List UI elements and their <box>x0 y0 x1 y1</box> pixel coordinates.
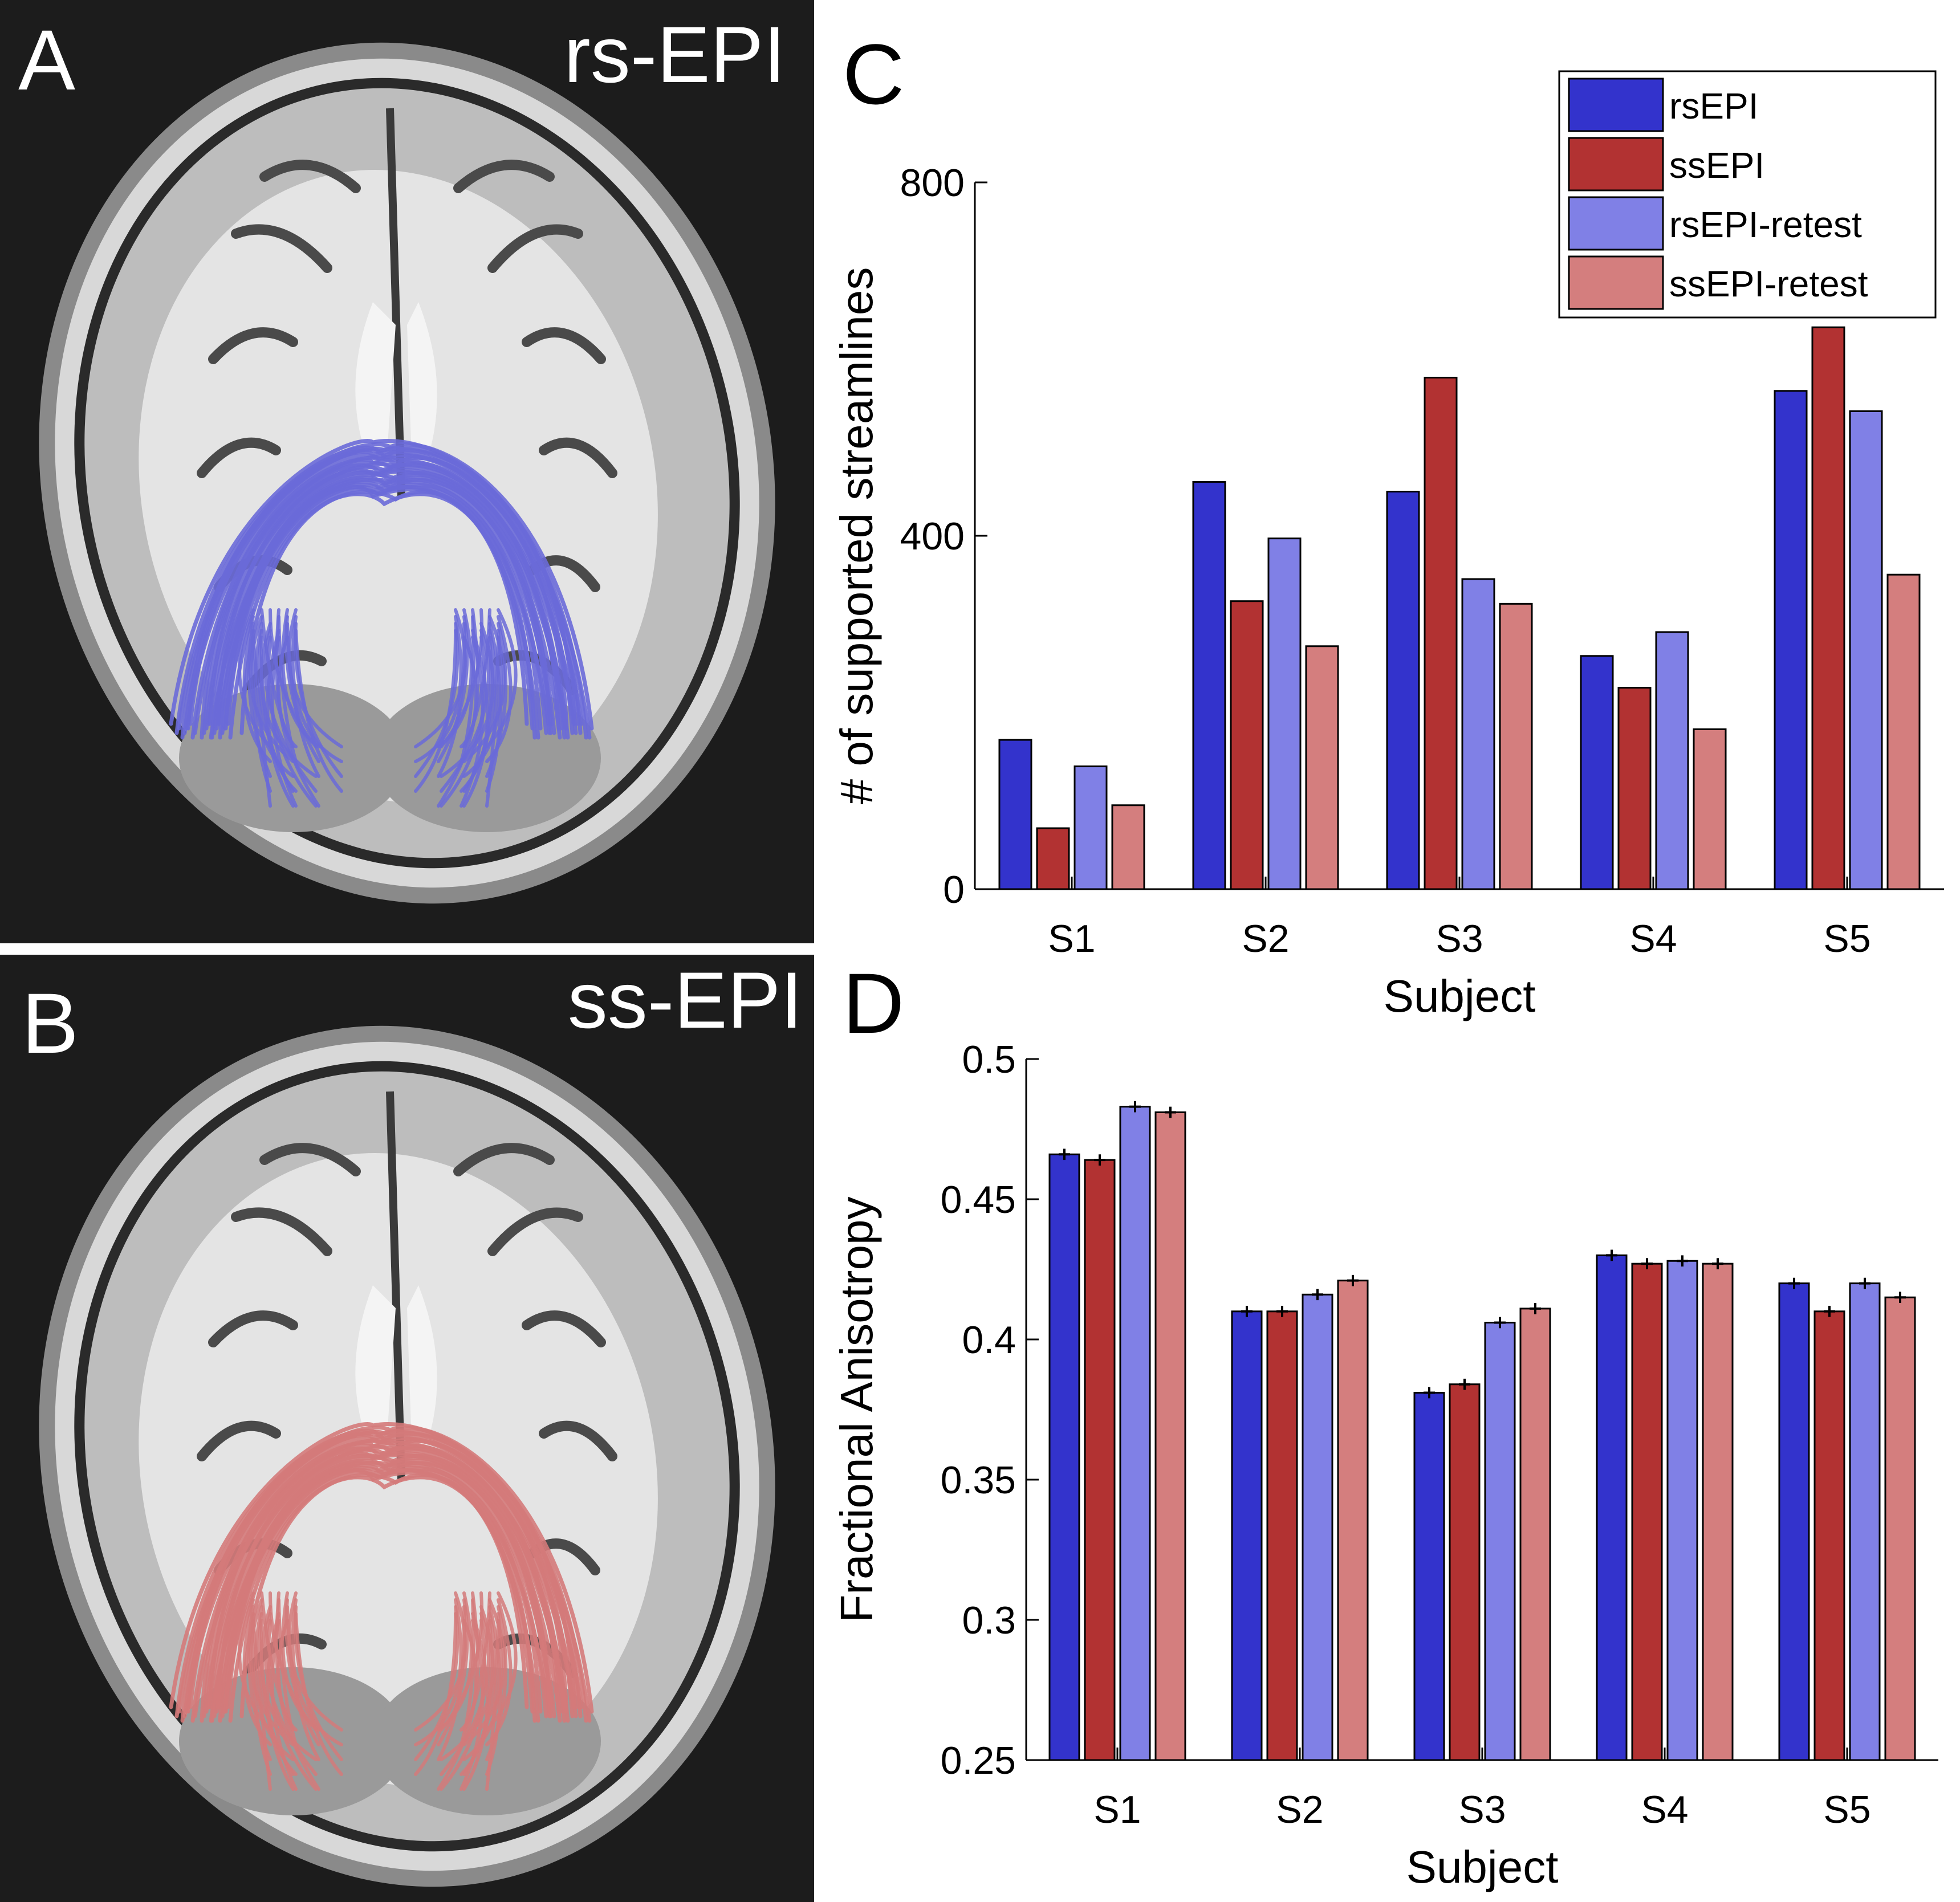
panel-b-letter: B <box>22 975 79 1071</box>
legend: rsEPI ssEPI rsEPI-retest ssEPI-retest <box>1558 70 1937 319</box>
bar-rsepi-s3 <box>1413 1391 1445 1761</box>
bar-rsepi-s4 <box>1596 1254 1628 1761</box>
x-tick-label: S1 <box>1093 1788 1141 1831</box>
legend-swatch-rsepi-retest <box>1568 196 1664 251</box>
bar-ssepi-s3 <box>1424 377 1458 890</box>
bar-ssepi-retest-s2 <box>1337 1280 1369 1761</box>
bar-ssepi-retest-s5 <box>1884 1296 1916 1761</box>
bar-rsepi-s5 <box>1778 1282 1810 1761</box>
bar-ssepi-s5 <box>1813 1310 1845 1761</box>
legend-label-ssepi-retest: ssEPI-retest <box>1669 263 1868 304</box>
x-tick-label: S2 <box>1276 1788 1323 1831</box>
bar-ssepi-s3 <box>1449 1383 1481 1761</box>
bar-ssepi-retest-s3 <box>1519 1308 1551 1761</box>
x-axis-label: Subject <box>1406 1842 1559 1892</box>
legend-label-ssepi: ssEPI <box>1669 145 1764 186</box>
bar-rsepi-s2 <box>1192 480 1226 890</box>
bar-rsepi-retest-s2 <box>1302 1293 1333 1761</box>
bar-ssepi-s1 <box>1084 1159 1116 1761</box>
x-tick-label: S2 <box>1242 917 1289 960</box>
streamlines-bar-chart: 0 400 800 S1 S2 S3 S4 S5 Subject # of supported s… <box>831 70 1944 1021</box>
x-tick-label: S3 <box>1458 1788 1506 1831</box>
bar-rsepi-retest-s5 <box>1849 1282 1881 1761</box>
brain-mri-illustration <box>39 42 775 904</box>
y-axis-label: Fractional Anisotropy <box>831 1196 882 1622</box>
x-tick-label: S5 <box>1823 917 1870 960</box>
bar-ssepi-retest-s1 <box>1154 1111 1186 1761</box>
legend-swatch-ssepi-retest <box>1568 255 1664 310</box>
bar-rsepi-s4 <box>1580 655 1614 890</box>
bar-ssepi-s5 <box>1811 326 1845 890</box>
x-tick-label: S4 <box>1641 1788 1688 1831</box>
bar-rsepi-s1 <box>998 739 1032 890</box>
y-tick-label: 800 <box>900 161 965 205</box>
bar-ssepi-retest-s3 <box>1499 602 1533 890</box>
bar-rsepi-s5 <box>1774 390 1808 890</box>
bar-ssepi-s4 <box>1631 1262 1663 1761</box>
legend-swatch-ssepi <box>1568 137 1664 192</box>
legend-swatch-rsepi <box>1568 78 1664 132</box>
y-tick-label: 0.45 <box>941 1178 1016 1221</box>
y-tick-label: 0.35 <box>941 1459 1016 1502</box>
bar-rsepi-retest-s3 <box>1484 1321 1516 1761</box>
x-tick-label: S5 <box>1823 1788 1870 1831</box>
bar-rsepi-retest-s1 <box>1119 1106 1151 1761</box>
panel-a-mri-image: A rs-EPI <box>0 0 814 943</box>
y-axis-label: # of supported streamlines <box>831 267 882 805</box>
panel-c-letter: C <box>843 26 905 122</box>
bar-rsepi-s1 <box>1048 1153 1080 1761</box>
bar-rsepi-retest-s4 <box>1666 1260 1698 1761</box>
x-axis-label: Subject <box>1384 971 1536 1021</box>
bar-rsepi-retest-s4 <box>1655 631 1689 890</box>
bar-ssepi-retest-s4 <box>1693 728 1727 890</box>
legend-label-rsepi-retest: rsEPI-retest <box>1669 204 1862 245</box>
x-tick-label: S4 <box>1629 917 1677 960</box>
bar-ssepi-s1 <box>1036 827 1070 890</box>
y-tick-label: 0.5 <box>962 1038 1016 1081</box>
y-tick-label: 0.3 <box>962 1599 1016 1642</box>
panel-b-mri-image: B ss-EPI <box>0 955 814 1902</box>
bar-rsepi-retest-s2 <box>1267 537 1302 890</box>
brain-mri-illustration <box>39 1025 775 1887</box>
bar-ssepi-s2 <box>1230 600 1264 890</box>
panel-a-caption: rs-EPI <box>564 10 786 99</box>
fa-bar-chart: 0.25 0.3 0.35 0.4 0.45 0.5 S1 S2 S3 S4 S5 Subject Fr… <box>831 1038 1938 1892</box>
panel-a-letter: A <box>18 12 76 108</box>
bar-rsepi-s2 <box>1231 1310 1263 1761</box>
bar-ssepi-s2 <box>1266 1310 1298 1761</box>
y-tick-label: 0.4 <box>962 1318 1016 1362</box>
y-tick-label: 0 <box>943 868 965 911</box>
panel-b-caption: ss-EPI <box>567 955 803 1045</box>
bar-ssepi-s4 <box>1617 687 1652 890</box>
x-tick-label: S1 <box>1048 917 1095 960</box>
x-tick-label: S3 <box>1436 917 1483 960</box>
bar-ssepi-retest-s2 <box>1305 645 1339 890</box>
bar-rsepi-s3 <box>1386 491 1420 890</box>
bar-rsepi-retest-s5 <box>1849 410 1883 890</box>
legend-label-rsepi: rsEPI <box>1669 85 1758 127</box>
bar-ssepi-retest-s1 <box>1111 804 1145 890</box>
y-tick-label: 400 <box>900 515 965 558</box>
y-tick-label: 0.25 <box>941 1739 1016 1782</box>
bar-ssepi-retest-s5 <box>1886 573 1921 890</box>
panel-d-letter: D <box>843 955 905 1051</box>
bar-rsepi-retest-s3 <box>1461 578 1495 890</box>
bar-ssepi-retest-s4 <box>1702 1262 1734 1761</box>
bar-rsepi-retest-s1 <box>1073 765 1108 890</box>
